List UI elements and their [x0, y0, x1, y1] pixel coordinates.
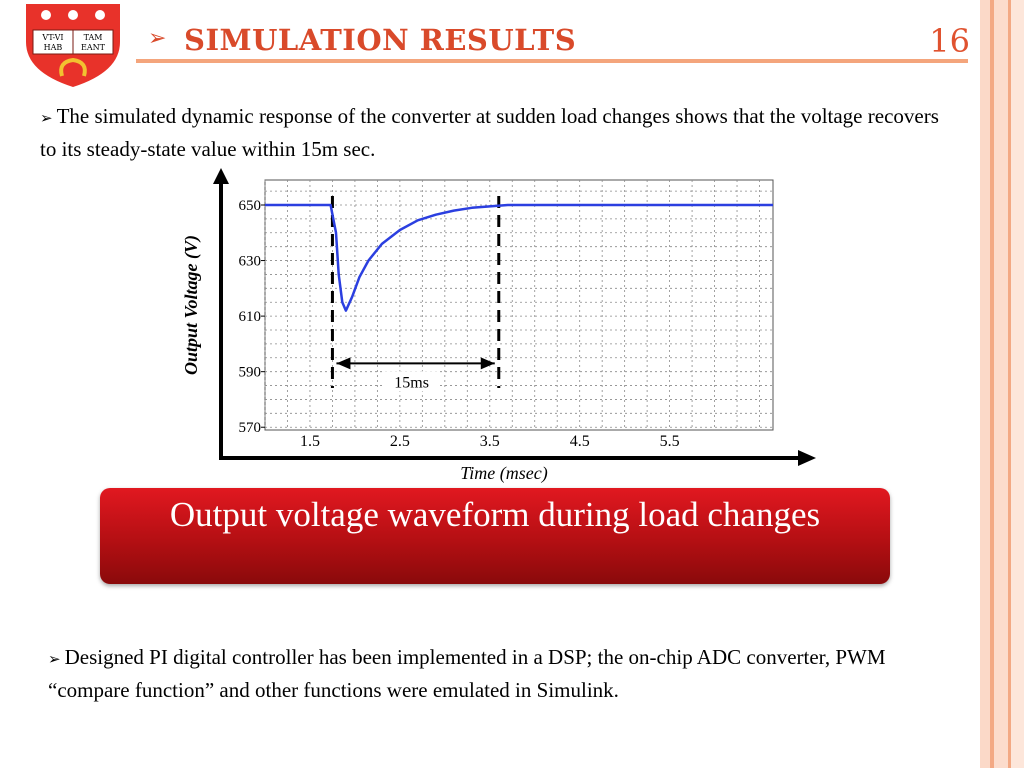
- y-tick-label: 570: [239, 420, 262, 436]
- slide-header: ➢ SIMULATION RESULTS 16: [142, 18, 978, 60]
- x-tick-label: 4.5: [570, 433, 590, 450]
- interval-arrow-left-icon: [336, 357, 351, 370]
- bullet-text-1: The simulated dynamic response of the co…: [40, 104, 939, 161]
- y-tick-label: 630: [239, 254, 262, 270]
- bullet-paragraph-2: ➢ Designed PI digital controller has been…: [48, 642, 928, 706]
- y-axis-label: Output Voltage (V): [181, 235, 202, 375]
- y-tick-label: 610: [239, 309, 262, 325]
- slide-title: SIMULATION RESULTS: [184, 23, 577, 57]
- university-logo: VT-VI TAM HAB EANT: [26, 4, 120, 87]
- interval-label: 15ms: [394, 374, 429, 391]
- logo-horseshoe-icon: [59, 57, 87, 77]
- decor-stripe: [990, 0, 994, 768]
- decor-stripe: [980, 0, 990, 768]
- title-bullet-icon: ➢: [148, 26, 167, 51]
- output-voltage-chart: 570 590 610 630 650 1.5 2.5 3.5 4.5 5.5 Time (msec…: [181, 168, 816, 484]
- x-axis-label: Time (msec): [460, 463, 547, 484]
- logo-text-left-bottom: HAB: [44, 43, 63, 52]
- bullet-arrow-icon: ➢: [40, 109, 53, 127]
- interval-label-bg: [383, 371, 440, 392]
- logo-crosses: [41, 10, 105, 20]
- x-axis-arrow-icon: [798, 450, 816, 466]
- figure-caption-text: Output voltage waveform during load chan…: [169, 495, 821, 534]
- y-tick-label: 650: [239, 198, 262, 214]
- x-tick-label: 5.5: [660, 433, 680, 450]
- decor-stripe: [1008, 0, 1011, 768]
- y-tick-label: 590: [239, 365, 262, 381]
- interval-arrow-right-icon: [480, 357, 495, 370]
- bullet-text-2: Designed PI digital controller has been …: [48, 645, 886, 702]
- title-rule: [136, 59, 968, 63]
- x-tick-label: 2.5: [390, 433, 410, 450]
- x-tick-label: 1.5: [300, 433, 320, 450]
- slide-number: 16: [929, 22, 970, 60]
- plot-frame: [264, 179, 774, 431]
- output-voltage-series-line: [265, 203, 773, 312]
- logo-text-right-top: TAM: [84, 33, 103, 42]
- figure-caption: Output voltage waveform during load chan…: [100, 488, 890, 584]
- decor-stripe: [994, 0, 1008, 768]
- logo-text-left-top: VT-VI: [41, 33, 63, 42]
- decor-stripe: [1011, 0, 1024, 768]
- bullet-paragraph-1: ➢ The simulated dynamic response of the c…: [40, 101, 950, 165]
- y-axis-arrow-icon: [213, 168, 229, 184]
- bullet-arrow-icon: ➢: [48, 650, 61, 668]
- logo-text-right-bottom: EANT: [81, 43, 106, 52]
- x-tick-label: 3.5: [480, 433, 500, 450]
